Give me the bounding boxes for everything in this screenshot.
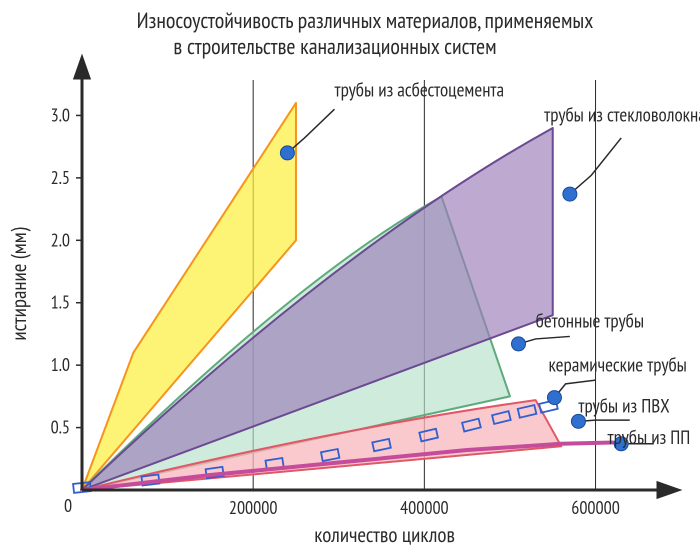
- y-tick-label: 2.5: [51, 166, 70, 189]
- series-label: керамические трубы: [548, 353, 686, 377]
- y-tick-label: 1.0: [51, 353, 70, 376]
- y-axis-arrow-icon: [75, 58, 89, 78]
- y-tick-label: 1.5: [51, 291, 70, 314]
- series-label: трубы из ПВХ: [578, 395, 670, 419]
- x-axis-arrow-icon: [658, 483, 678, 497]
- x-axis-label: количество циклов: [314, 521, 455, 548]
- x-tick-label: 400000: [400, 496, 449, 519]
- series-label: трубы из ПП: [608, 426, 691, 450]
- series-label: бетонные трубы: [536, 310, 644, 334]
- series-label: трубы из стекловолокна: [544, 104, 700, 128]
- x-tick-label: 600000: [571, 496, 620, 519]
- chart-title-line2: в строительстве канализационных систем: [173, 33, 496, 61]
- leader-line: [519, 336, 570, 343]
- leader-line: [578, 420, 629, 421]
- origin-label: 0: [64, 494, 72, 517]
- y-tick-label: 3.0: [51, 103, 70, 126]
- series-marker-icon: [512, 337, 526, 351]
- chart-container: 0.5 1.0 1.5 2.0 2.5 3.0 трубы из асбестоцемент…: [0, 0, 700, 555]
- series-marker-icon: [547, 391, 561, 405]
- chart-title-line1: Износоустойчивость различных материалов,…: [137, 7, 594, 35]
- y-tick-label: 2.0: [51, 228, 70, 251]
- x-tick-label: 200000: [229, 496, 278, 519]
- chart-svg: 0.5 1.0 1.5 2.0 2.5 3.0 трубы из асбестоцемент…: [0, 0, 700, 555]
- series-label: трубы из асбестоцемента: [334, 79, 504, 103]
- y-tick-label: 0.5: [51, 416, 70, 439]
- series-marker-icon: [563, 187, 577, 201]
- y-axis-label: истирание (мм): [5, 227, 32, 340]
- series-marker-icon: [280, 146, 294, 160]
